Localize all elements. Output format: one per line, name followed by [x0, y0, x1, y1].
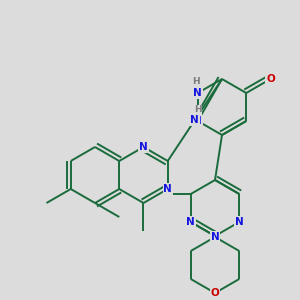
Text: N: N — [235, 217, 244, 227]
Text: N: N — [194, 88, 202, 98]
Text: O: O — [211, 288, 219, 298]
Text: O: O — [266, 74, 275, 84]
Text: N: N — [164, 184, 172, 194]
Text: H: H — [192, 76, 200, 85]
Text: N: N — [190, 115, 199, 125]
Text: N: N — [139, 142, 148, 152]
Text: H: H — [194, 106, 202, 115]
Text: N: N — [194, 116, 202, 126]
Text: N: N — [186, 217, 195, 227]
Text: N: N — [211, 232, 219, 242]
